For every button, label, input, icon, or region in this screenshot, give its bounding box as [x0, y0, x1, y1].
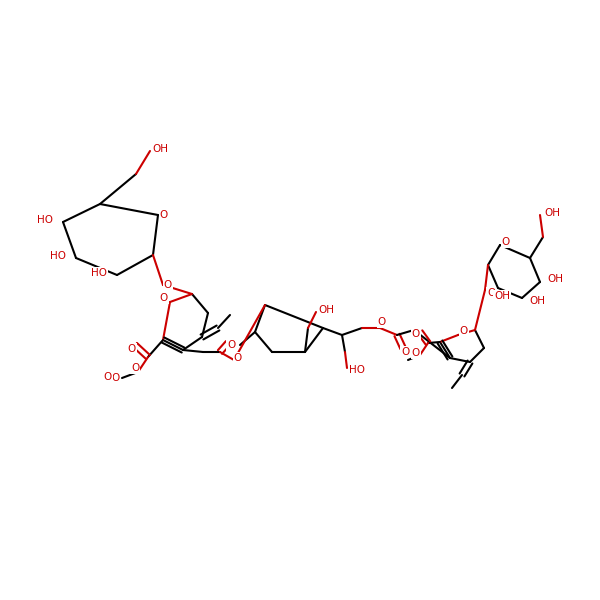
Text: O: O	[104, 372, 112, 382]
Text: O: O	[128, 344, 136, 354]
Text: HO: HO	[91, 268, 107, 278]
Text: OH: OH	[494, 291, 510, 301]
Text: HO: HO	[37, 215, 53, 225]
Text: OH: OH	[152, 144, 168, 154]
Text: O: O	[401, 347, 409, 357]
Text: OH: OH	[529, 296, 545, 306]
Text: HO: HO	[50, 251, 66, 261]
Text: O: O	[502, 237, 510, 247]
Text: O: O	[487, 288, 495, 298]
Text: O: O	[164, 280, 172, 290]
Text: O: O	[412, 348, 420, 358]
Text: O: O	[412, 329, 420, 339]
Text: O: O	[378, 317, 386, 327]
Text: O: O	[131, 363, 139, 373]
Text: OH: OH	[547, 274, 563, 284]
Text: O: O	[234, 353, 242, 363]
Text: O: O	[227, 340, 235, 350]
Text: OH: OH	[318, 305, 334, 315]
Text: O: O	[160, 293, 168, 303]
Text: O: O	[160, 210, 168, 220]
Text: HO: HO	[349, 365, 365, 375]
Text: O: O	[112, 373, 120, 383]
Text: OH: OH	[544, 208, 560, 218]
Text: O: O	[460, 326, 468, 336]
